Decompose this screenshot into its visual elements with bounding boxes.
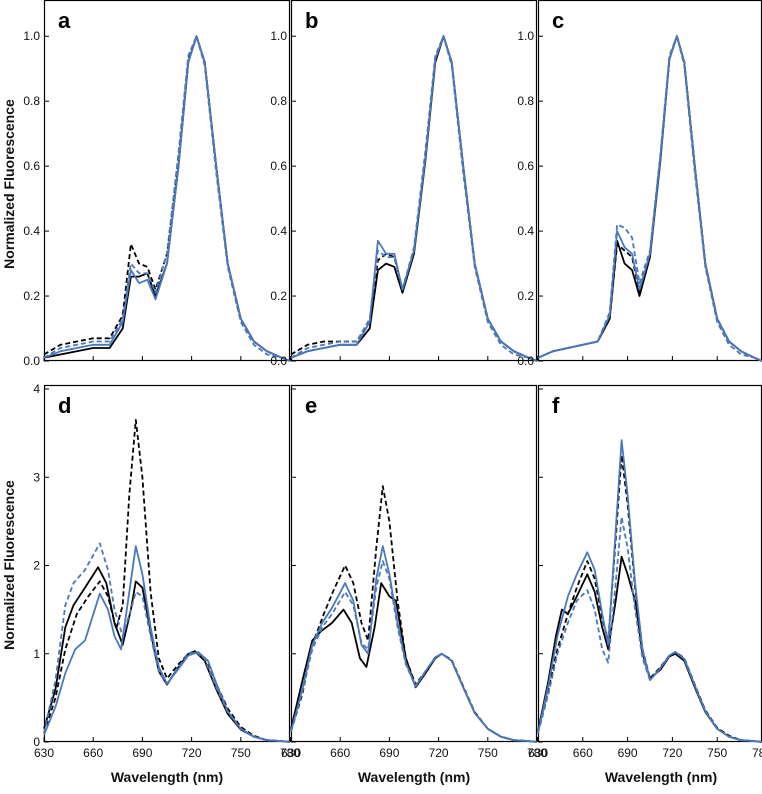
xtick-label-f-750: 750 xyxy=(707,746,727,760)
series-f-0 xyxy=(537,555,762,743)
xtick-label-d-780: 780 xyxy=(280,746,300,760)
ytick-label-b-2: 0.4 xyxy=(270,224,287,238)
ytick-label-c-1: 0.2 xyxy=(517,289,534,303)
xtick-label-e-690: 690 xyxy=(379,746,399,760)
panel-frame-b xyxy=(290,0,538,362)
panel-a: 0.0 0.2 0.4 0.6 0.8 1.0 a xyxy=(23,0,291,368)
ylabel-top: Normalized Fluorescence xyxy=(1,99,17,269)
panel-d: 630 660 690 720 750 780 0 1 2 3 4 d xyxy=(33,382,300,760)
series-e-2 xyxy=(290,545,538,743)
panel-frame-a xyxy=(43,0,291,362)
panels: 0.00.20.40.60.81.0a0.00.20.40.60.81.0b0.… xyxy=(23,0,762,760)
series-c-0 xyxy=(537,35,762,362)
ytick-label-d-2: 2 xyxy=(33,559,40,573)
series-f-2 xyxy=(537,439,762,743)
series-b-1 xyxy=(290,35,538,362)
xtick-label-d-690: 690 xyxy=(132,746,152,760)
xtick-label-f-660: 660 xyxy=(573,746,593,760)
xtick-label-f-780: 780 xyxy=(752,746,762,760)
series-b-3 xyxy=(290,35,538,362)
series-d-1 xyxy=(43,419,291,743)
ytick-label-c-5: 1.0 xyxy=(517,29,534,43)
ytick-label-a-0: 0.0 xyxy=(23,354,40,368)
panel-letter-a: a xyxy=(58,8,71,33)
panel-frame-d xyxy=(43,384,291,743)
series-a-0 xyxy=(43,35,291,362)
xtick-label-f-690: 690 xyxy=(618,746,638,760)
panel-letter-d: d xyxy=(58,393,71,418)
ytick-label-c-2: 0.4 xyxy=(517,224,534,238)
ytick-label-b-0: 0.0 xyxy=(270,354,287,368)
series-e-3 xyxy=(290,560,538,743)
ytick-label-d-4: 4 xyxy=(33,382,40,396)
series-b-0 xyxy=(290,35,538,362)
series-f-1 xyxy=(537,454,762,743)
ytick-label-c-4: 0.8 xyxy=(517,94,534,108)
series-c-1 xyxy=(537,35,762,362)
ytick-label-b-1: 0.2 xyxy=(270,289,287,303)
ytick-label-d-3: 3 xyxy=(33,470,40,484)
xtick-label-e-720: 720 xyxy=(429,746,449,760)
xtick-label-e-660: 660 xyxy=(330,746,350,760)
ylabel-bottom: Normalized Fluorescence xyxy=(1,480,17,650)
ytick-label-d-0: 0 xyxy=(33,735,40,749)
ytick-label-c-0: 0.0 xyxy=(517,354,534,368)
series-c-3 xyxy=(537,35,762,362)
xtick-label-d-750: 750 xyxy=(231,746,251,760)
series-a-2 xyxy=(43,35,291,362)
xtick-label-d-660: 660 xyxy=(83,746,103,760)
ytick-label-b-5: 1.0 xyxy=(270,29,287,43)
panel-frame-f xyxy=(537,384,762,743)
series-d-3 xyxy=(43,542,291,743)
ytick-label-a-4: 0.8 xyxy=(23,94,40,108)
panel-letter-b: b xyxy=(305,8,318,33)
series-f-3 xyxy=(537,516,762,743)
xtick-label-f-630: 630 xyxy=(528,746,548,760)
xtick-label-d-720: 720 xyxy=(182,746,202,760)
panel-frame-e xyxy=(290,384,538,743)
series-d-2 xyxy=(43,545,291,743)
panel-letter-f: f xyxy=(552,393,560,418)
series-a-3 xyxy=(43,35,291,362)
xlabel-b: Wavelength (nm) xyxy=(358,769,470,785)
xlabel-c: Wavelength (nm) xyxy=(605,769,717,785)
xtick-label-e-750: 750 xyxy=(478,746,498,760)
xtick-label-e-780: 780 xyxy=(527,746,547,760)
xlabel-a: Wavelength (nm) xyxy=(111,769,223,785)
panel-c: 0.0 0.2 0.4 0.6 0.8 1.0 c xyxy=(517,0,762,368)
series-d-0 xyxy=(43,566,291,743)
series-e-0 xyxy=(290,582,538,743)
panel-e: 630 660 690 720 750 780 e xyxy=(281,384,547,760)
xtick-label-e-630: 630 xyxy=(281,746,301,760)
ytick-label-a-1: 0.2 xyxy=(23,289,40,303)
ytick-label-b-3: 0.6 xyxy=(270,159,287,173)
panel-letter-c: c xyxy=(552,8,564,33)
panel-b: 0.0 0.2 0.4 0.6 0.8 1.0 b xyxy=(270,0,538,368)
ytick-label-a-3: 0.6 xyxy=(23,159,40,173)
panel-frame-c xyxy=(537,0,762,362)
xtick-label-f-720: 720 xyxy=(662,746,682,760)
series-b-2 xyxy=(290,35,538,362)
ytick-label-b-4: 0.8 xyxy=(270,94,287,108)
ytick-label-a-2: 0.4 xyxy=(23,224,40,238)
ytick-label-c-3: 0.6 xyxy=(517,159,534,173)
ytick-label-a-5: 1.0 xyxy=(23,29,40,43)
panel-letter-e: e xyxy=(305,393,317,418)
ytick-label-d-1: 1 xyxy=(33,647,40,661)
xtick-label-d-630: 630 xyxy=(34,746,54,760)
panel-f: 630 660 690 720 750 780 f xyxy=(528,384,762,760)
series-c-2 xyxy=(537,35,762,362)
series-a-1 xyxy=(43,35,291,362)
